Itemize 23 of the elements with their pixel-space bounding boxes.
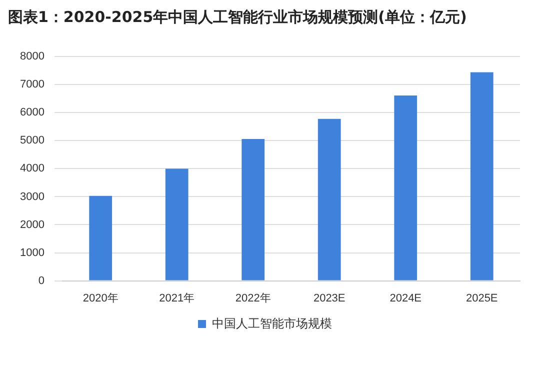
x-tick-label: 2022年 (235, 292, 271, 304)
y-tick-label: 3000 (20, 190, 44, 203)
x-tick-label: 2025E (466, 292, 498, 304)
bar (394, 96, 418, 280)
y-tick-label: 7000 (20, 78, 44, 91)
x-tick-label: 2024E (390, 292, 422, 304)
legend-label: 中国人工智能市场规模 (212, 316, 332, 330)
bar (242, 138, 265, 280)
bar (89, 196, 112, 280)
x-tick-label: 2021年 (159, 292, 195, 304)
x-tick-label: 2023E (313, 292, 346, 304)
y-tick-label: 0 (38, 274, 44, 287)
x-tick-label: 2020年 (82, 292, 118, 304)
y-tick-label: 5000 (20, 134, 44, 147)
bar (165, 168, 188, 280)
y-tick-label: 1000 (20, 246, 44, 259)
y-tick-label: 4000 (20, 162, 44, 175)
y-tick-label: 8000 (20, 50, 44, 63)
y-tick-label: 6000 (20, 106, 44, 119)
bar (318, 118, 341, 280)
bar (470, 72, 494, 280)
chart-title: 图表1：2020-2025年中国人工智能行业市场规模预测(单位：亿元) (8, 8, 467, 27)
y-tick-label: 2000 (20, 218, 44, 231)
